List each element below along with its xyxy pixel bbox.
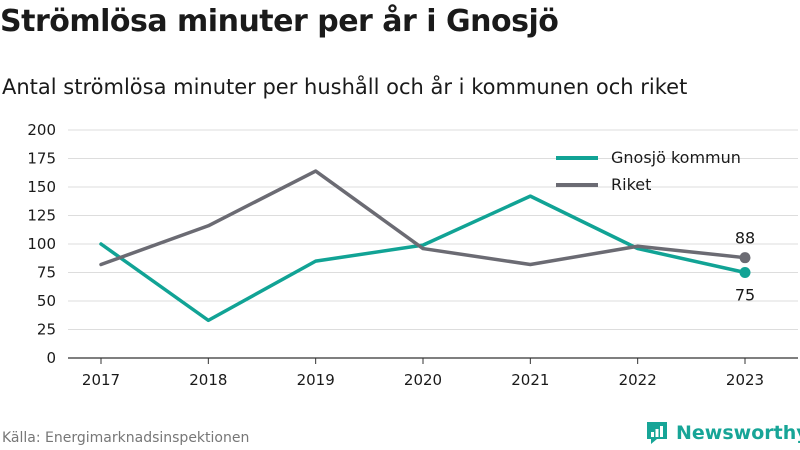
chart-title: Strömlösa minuter per år i Gnosjö	[0, 4, 559, 39]
x-tick-label: 2021	[511, 371, 549, 389]
y-tick-label: 100	[27, 235, 56, 253]
y-tick-label: 175	[27, 150, 56, 168]
chart-subtitle: Antal strömlösa minuter per hushåll och …	[2, 75, 688, 99]
legend: Gnosjö kommun Riket	[556, 148, 741, 194]
series-end-label: 88	[735, 229, 755, 248]
gridlines	[68, 129, 798, 359]
series-end-marker	[739, 252, 751, 264]
y-tick-label: 200	[27, 121, 56, 139]
y-tick-label: 50	[37, 292, 56, 310]
legend-label: Gnosjö kommun	[611, 148, 741, 167]
brand-logo[interactable]: Newsworthy	[644, 420, 800, 446]
brand-name: Newsworthy	[676, 422, 800, 444]
y-tick-label: 125	[27, 207, 56, 225]
x-tick-label: 2022	[619, 371, 657, 389]
series-line	[99, 169, 747, 267]
source-note: Källa: Energimarknadsinspektionen	[2, 430, 250, 446]
x-tick-label: 2018	[189, 371, 227, 389]
y-tick-label: 0	[46, 349, 56, 367]
x-tick-label: 2020	[404, 371, 442, 389]
y-axis-ticks: 0 25 50 75 100 125 150 175 200	[27, 121, 56, 367]
legend-label: Riket	[611, 175, 651, 194]
x-tick-label: 2017	[82, 371, 120, 389]
series-line	[99, 194, 747, 323]
y-tick-label: 25	[37, 321, 56, 339]
x-tick-label: 2023	[726, 371, 764, 389]
series-lines	[99, 169, 751, 323]
y-tick-label: 75	[37, 264, 56, 282]
x-axis: 2017 2018 2019 2020 2021 2022 2023	[82, 358, 764, 389]
x-tick-label: 2019	[297, 371, 335, 389]
end-labels: 75 88	[735, 229, 755, 305]
series-end-label: 75	[735, 286, 755, 305]
newsworthy-logo-icon	[647, 422, 667, 444]
series-end-marker	[739, 267, 751, 278]
y-tick-label: 150	[27, 178, 56, 196]
